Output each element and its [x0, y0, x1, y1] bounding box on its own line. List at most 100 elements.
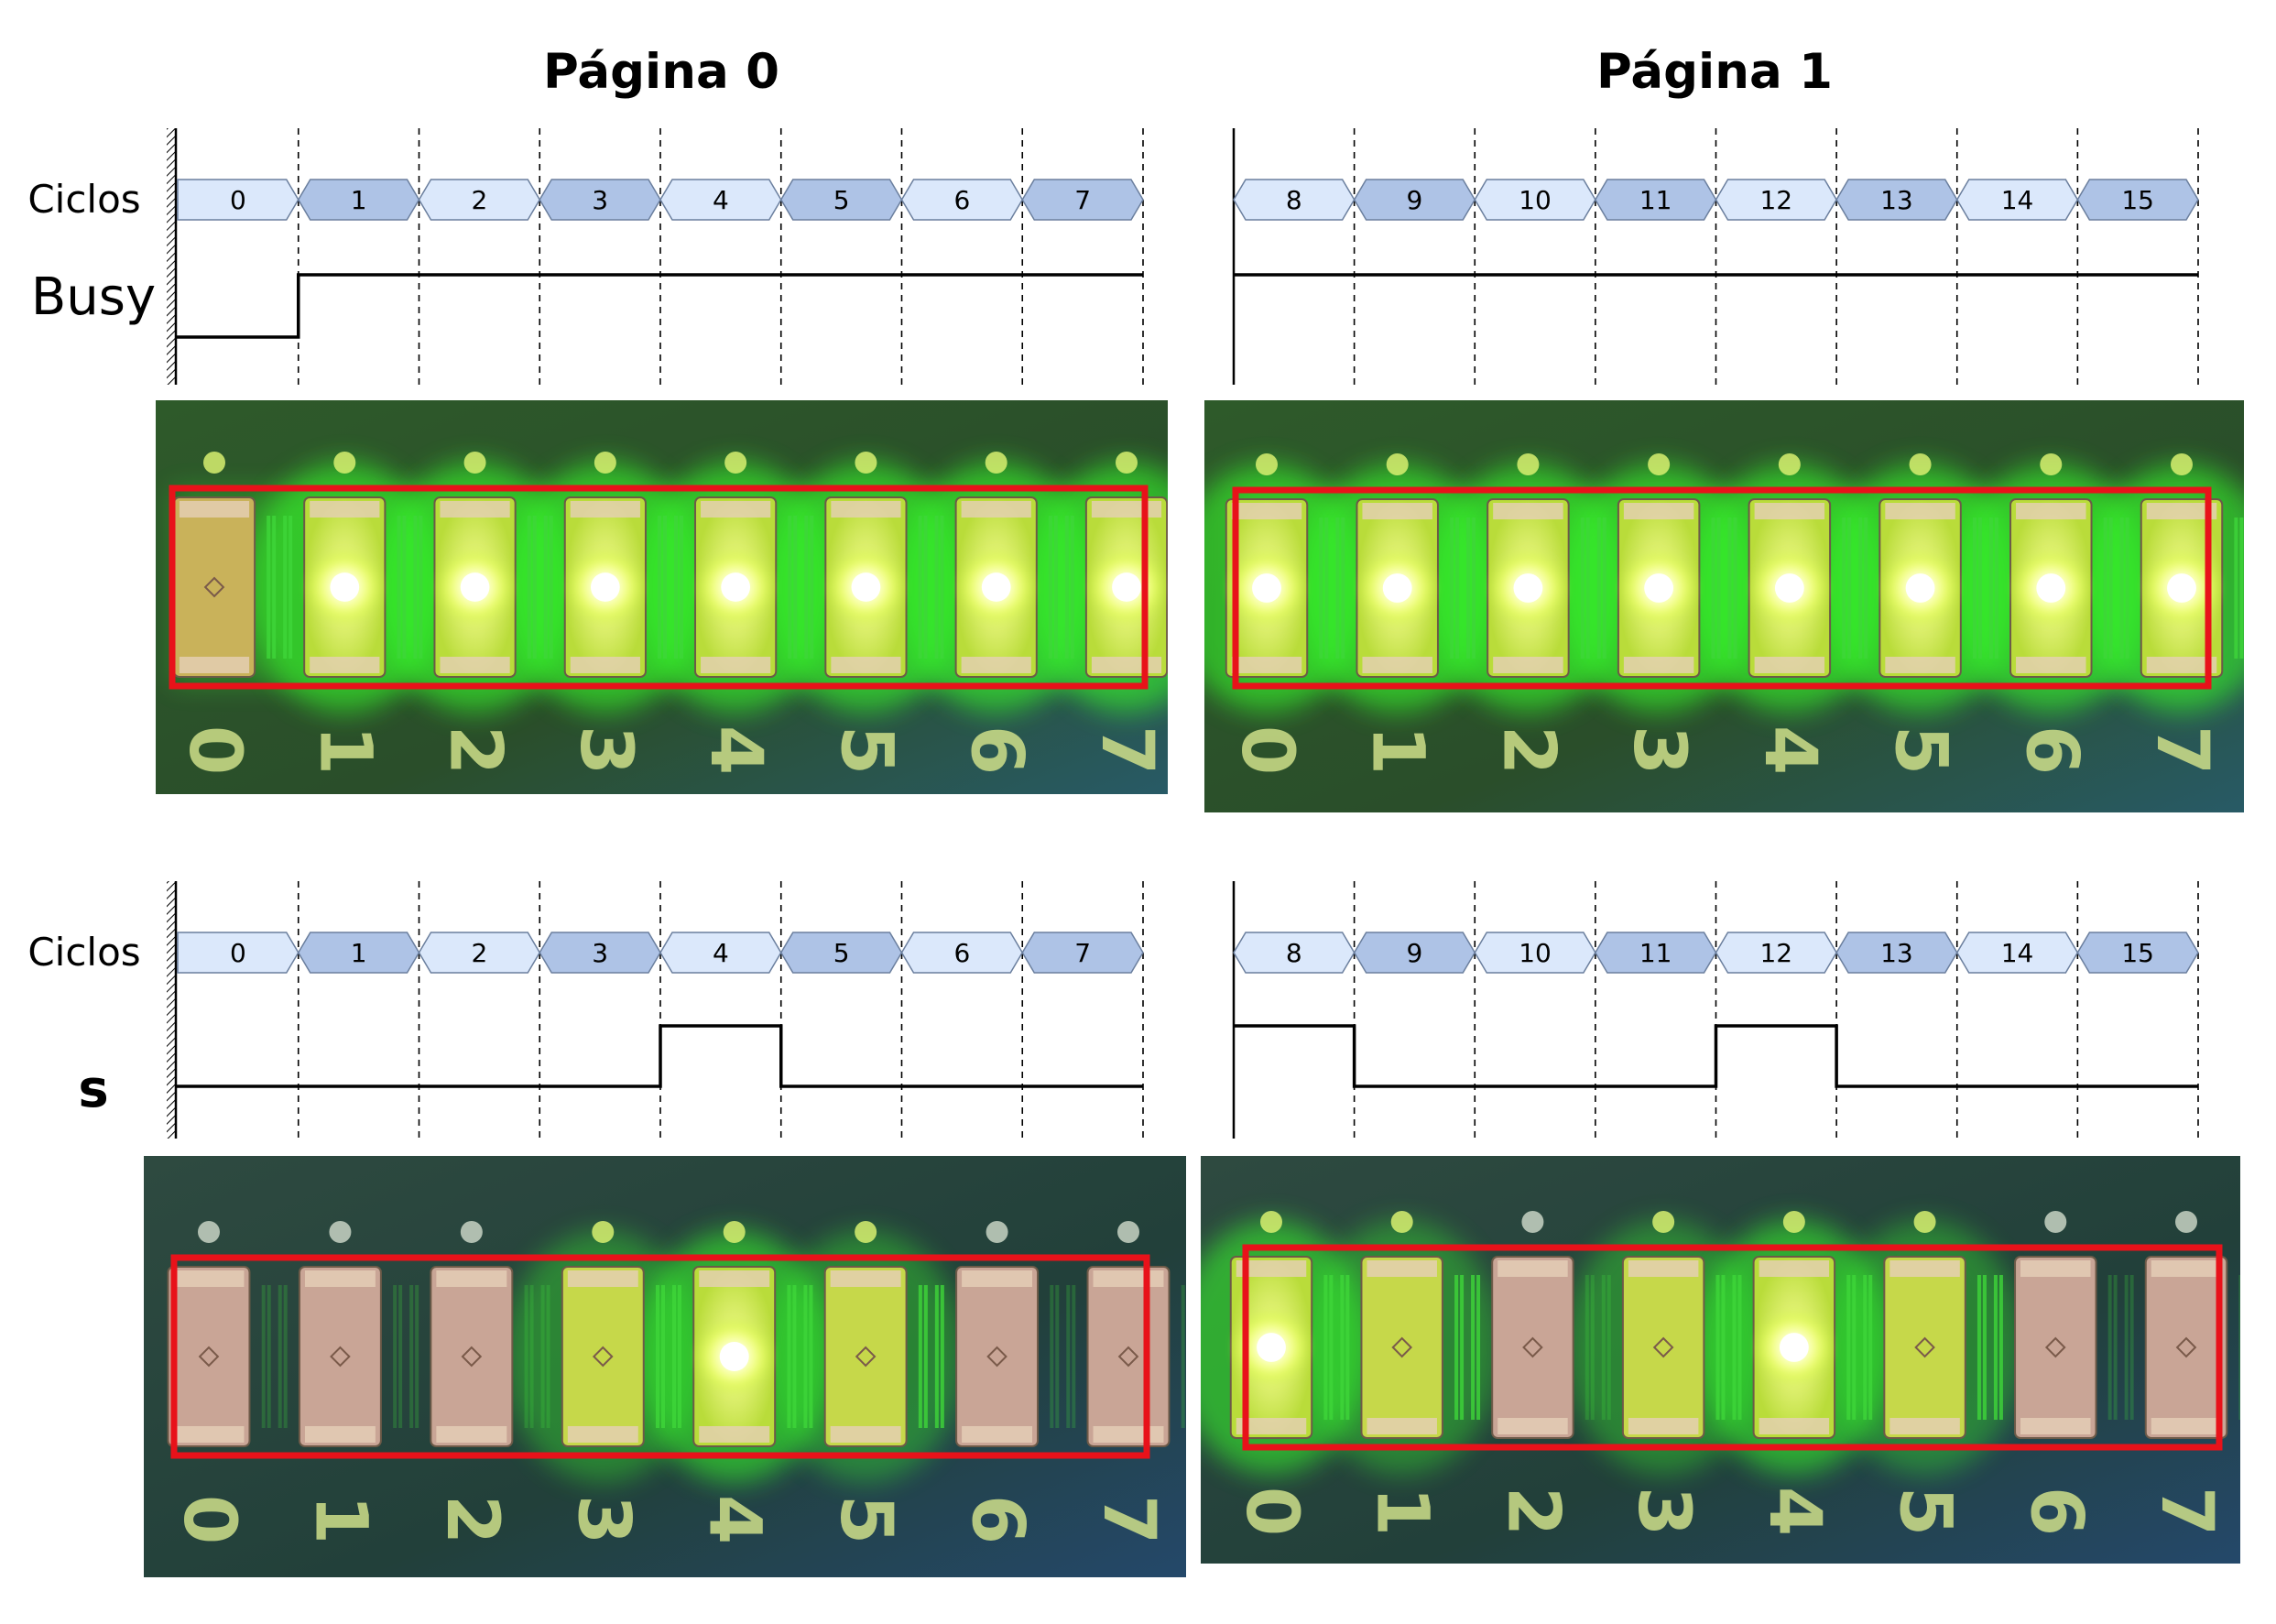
led-pad: [962, 1270, 1033, 1287]
pcb-via: [986, 1221, 1008, 1243]
pcb-trace: [1181, 1285, 1185, 1428]
highlight-box: [169, 485, 1149, 690]
pcb-silkscreen-digit: 1: [299, 1495, 381, 1544]
cycle-number: 11: [1639, 938, 1672, 968]
pcb-trace: [1998, 1275, 2003, 1420]
cycle-number: 13: [1880, 185, 1913, 215]
pcb-trace: [409, 1285, 414, 1428]
pcb-silkscreen-digit: 7: [1085, 725, 1168, 775]
pcb-trace: [1335, 518, 1340, 659]
led-pad: [1885, 503, 1955, 519]
cycle-number: 3: [592, 938, 608, 968]
led-pad: [831, 501, 901, 518]
s-label: s: [78, 1060, 108, 1119]
led-pad: [567, 1426, 638, 1443]
led-pad: [2146, 657, 2217, 673]
led: [172, 496, 256, 678]
led-pad: [1493, 657, 1563, 673]
led-pad: [1759, 1418, 1830, 1434]
led-die: [855, 1346, 877, 1368]
pcb-trace: [1048, 516, 1052, 659]
cycle-number: 0: [230, 938, 246, 968]
led-center: [1779, 1333, 1809, 1362]
pcb-via: [198, 1221, 220, 1243]
pcb-via: [2175, 1211, 2197, 1233]
pcb-trace: [393, 1285, 397, 1428]
pcb-trace: [804, 516, 809, 659]
led-center: [981, 572, 1011, 602]
led-pad: [701, 657, 771, 673]
pcb-trace: [1847, 518, 1852, 659]
pcb-silkscreen-digit: 2: [1491, 1487, 1574, 1536]
pcb-trace: [267, 516, 271, 659]
led-pad: [1623, 503, 1694, 519]
pcb-via: [592, 1221, 615, 1243]
pcb-trace: [1323, 1275, 1328, 1420]
pcb-silkscreen-digit: 4: [1753, 1487, 1835, 1536]
led-pad: [1889, 1260, 1960, 1277]
led-pad: [1362, 657, 1432, 673]
pcb-trace: [1585, 518, 1590, 659]
pcb-trace: [1858, 518, 1863, 659]
led-pad: [570, 501, 640, 518]
led-die: [203, 576, 225, 598]
led-pad: [830, 1270, 901, 1287]
pcb-trace: [524, 1285, 528, 1428]
cycle-cell: [1021, 179, 1144, 221]
pcb-via: [463, 452, 486, 474]
pcb-trace: [1340, 1275, 1345, 1420]
pcb-trace: [940, 516, 944, 659]
led-pad: [2151, 1418, 2222, 1434]
pcb-trace: [397, 516, 401, 659]
busy-label: Busy: [31, 267, 156, 327]
pcb-trace: [658, 516, 661, 659]
led-die: [1522, 1336, 1543, 1358]
pcb-silkscreen-digit: 3: [1617, 725, 1700, 775]
pcb-trace: [1345, 1275, 1350, 1420]
pcb-via: [985, 452, 1007, 474]
pcb-trace: [527, 516, 531, 659]
led-pad: [1759, 1260, 1830, 1277]
pcb-silkscreen-digit: 4: [694, 725, 777, 775]
led-pad: [1231, 657, 1302, 673]
pcb-trace: [918, 516, 922, 659]
pcb-trace: [1721, 1275, 1726, 1420]
pcb-via: [724, 452, 747, 474]
pcb-trace: [803, 1285, 808, 1428]
pcb-silkscreen-digit: 0: [1230, 1487, 1312, 1536]
led-center: [330, 572, 360, 602]
led-die: [1914, 1336, 1935, 1358]
led-pad: [1628, 1260, 1699, 1277]
pcb-trace: [261, 1285, 266, 1428]
pcb-trace: [1977, 1275, 1981, 1420]
pcb-via: [1117, 1221, 1139, 1243]
pcb-trace: [278, 1285, 282, 1428]
pcb-trace: [283, 1285, 288, 1428]
pcb-via: [855, 1221, 877, 1243]
pcb-trace: [1864, 518, 1868, 659]
led-pad: [2016, 657, 2086, 673]
led-pad: [1628, 1418, 1699, 1434]
pcb-trace: [1050, 1285, 1054, 1428]
pcb-silkscreen-digit: 0: [173, 725, 256, 775]
cycle-number: 6: [953, 938, 970, 968]
pcb-silkscreen-digit: 1: [1361, 1487, 1443, 1536]
highlight-box: [1242, 1244, 2223, 1451]
led-pad: [1093, 1426, 1164, 1443]
pcb-trace: [1072, 1285, 1076, 1428]
pcb-trace: [934, 1285, 939, 1428]
led-board-photos: 0 1 2 3 4 5 6 7 0 1 2 3 4 5 6 70 1 2 3 4 5 6 7 0 1 2 3 4 5 6 7: [144, 400, 2264, 1577]
pcb-trace: [923, 516, 928, 659]
led-die: [1117, 1346, 1139, 1368]
pcb-trace: [2239, 518, 2244, 659]
pcb-trace: [1972, 518, 1977, 659]
cycle-number: 7: [1074, 938, 1091, 968]
pcb-trace: [2260, 1275, 2264, 1420]
pcb-trace: [1737, 1275, 1742, 1420]
pcb-trace: [1055, 1285, 1060, 1428]
highlight-box: [170, 1254, 1150, 1459]
pcb-trace: [267, 1285, 271, 1428]
pcb-trace: [2255, 1275, 2259, 1420]
led-pad: [173, 1270, 245, 1287]
